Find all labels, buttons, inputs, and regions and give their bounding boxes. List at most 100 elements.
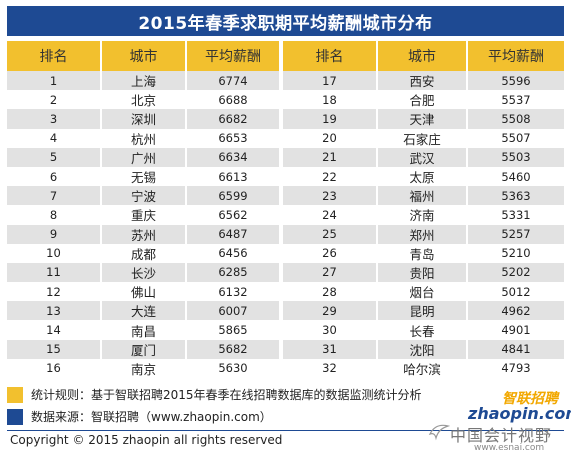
blue-legend-swatch: [7, 408, 23, 425]
watermark-url: www.esnai.com: [474, 443, 545, 453]
salary-table-container: 排名 城市 平均薪酬 排名 城市 平均薪酬 1 上海 6774 17 西安 5596 2 北京…: [7, 41, 564, 378]
rank-cell: 16: [7, 358, 102, 378]
city-cell: 苏州: [102, 224, 187, 244]
legend-rule-text: 统计规则：基于智联招聘2015年春季在线招聘数据库的数据监测统计分析: [31, 388, 422, 402]
salary-table: 排名 城市 平均薪酬 排名 城市 平均薪酬 1 上海 6774 17 西安 5596 2 北京…: [7, 41, 564, 378]
rank-cell: 26: [283, 243, 378, 263]
city-cell: 天津: [378, 109, 468, 129]
table-row: 10 成都 6456 26 青岛 5210: [7, 243, 564, 263]
table-row: 8 重庆 6562 24 济南 5331: [7, 205, 564, 225]
rank-cell: 19: [283, 109, 378, 129]
rank-cell: 14: [7, 320, 102, 340]
salary-cell: 5460: [468, 166, 564, 187]
salary-cell: 5630: [187, 358, 283, 378]
rank-cell: 28: [283, 282, 378, 302]
city-cell: 宁波: [102, 186, 187, 206]
legend-rule: 统计规则：基于智联招聘2015年春季在线招聘数据库的数据监测统计分析: [7, 386, 422, 403]
rank-cell: 22: [283, 166, 378, 187]
rank-cell: 11: [7, 262, 102, 283]
rank-cell: 6: [7, 166, 102, 187]
city-cell: 贵阳: [378, 262, 468, 283]
table-row: 11 长沙 6285 27 贵阳 5202: [7, 262, 564, 283]
table-row: 13 大连 6007 29 昆明 4962: [7, 301, 564, 321]
salary-cell: 4962: [468, 301, 564, 321]
rank-cell: 7: [7, 186, 102, 206]
table-row: 1 上海 6774 17 西安 5596: [7, 71, 564, 91]
salary-cell: 5012: [468, 282, 564, 302]
salary-cell: 5257: [468, 224, 564, 244]
salary-cell: 5210: [468, 243, 564, 263]
header-salary: 平均薪酬: [187, 41, 283, 71]
salary-cell: 5537: [468, 90, 564, 110]
salary-cell: 6599: [187, 186, 283, 206]
table-body: 1 上海 6774 17 西安 5596 2 北京 6688 18 合肥 5537 3 深圳 6682 19 天…: [7, 71, 564, 378]
header-rank: 排名: [283, 41, 378, 71]
salary-cell: 6562: [187, 205, 283, 225]
city-cell: 南京: [102, 358, 187, 378]
table-row: 12 佛山 6132 28 烟台 5012: [7, 282, 564, 302]
rank-cell: 5: [7, 147, 102, 167]
table-row: 3 深圳 6682 19 天津 5508: [7, 109, 564, 129]
zhaopin-logo: 智联招聘 zhaopin.com: [468, 388, 571, 430]
rank-cell: 24: [283, 205, 378, 225]
rank-cell: 31: [283, 339, 378, 359]
city-cell: 南昌: [102, 320, 187, 340]
salary-cell: 6487: [187, 224, 283, 244]
header-city: 城市: [378, 41, 468, 71]
city-cell: 长春: [378, 320, 468, 340]
city-cell: 重庆: [102, 205, 187, 225]
city-cell: 大连: [102, 301, 187, 321]
city-cell: 长沙: [102, 262, 187, 283]
header-salary: 平均薪酬: [468, 41, 564, 71]
rank-cell: 1: [7, 71, 102, 91]
rank-cell: 8: [7, 205, 102, 225]
city-cell: 郑州: [378, 224, 468, 244]
salary-cell: 5331: [468, 205, 564, 225]
watermark: 中国会计视野 www.esnai.com: [428, 418, 568, 458]
copyright-text: Copyright © 2015 zhaopin all rights rese…: [10, 433, 283, 447]
rank-cell: 25: [283, 224, 378, 244]
city-cell: 武汉: [378, 147, 468, 167]
table-row: 7 宁波 6599 23 福州 5363: [7, 186, 564, 206]
city-cell: 沈阳: [378, 339, 468, 359]
salary-cell: 6613: [187, 166, 283, 187]
logo-en-text: zhaopin.com: [468, 404, 571, 423]
city-cell: 成都: [102, 243, 187, 263]
city-cell: 北京: [102, 90, 187, 110]
rank-cell: 10: [7, 243, 102, 263]
city-cell: 西安: [378, 71, 468, 91]
salary-cell: 5682: [187, 339, 283, 359]
yellow-legend-swatch: [7, 386, 23, 403]
city-cell: 太原: [378, 166, 468, 187]
table-row: 6 无锡 6613 22 太原 5460: [7, 166, 564, 187]
city-cell: 上海: [102, 71, 187, 91]
city-cell: 广州: [102, 147, 187, 167]
salary-cell: 4793: [468, 358, 564, 378]
rank-cell: 15: [7, 339, 102, 359]
city-cell: 昆明: [378, 301, 468, 321]
city-cell: 厦门: [102, 339, 187, 359]
city-cell: 无锡: [102, 166, 187, 187]
rank-cell: 2: [7, 90, 102, 110]
rank-cell: 18: [283, 90, 378, 110]
legend-source: 数据来源：智联招聘（www.zhaopin.com）: [7, 408, 272, 425]
city-cell: 济南: [378, 205, 468, 225]
salary-cell: 4901: [468, 320, 564, 340]
page-title: 2015年春季求职期平均薪酬城市分布: [7, 6, 564, 36]
salary-cell: 6007: [187, 301, 283, 321]
city-cell: 青岛: [378, 243, 468, 263]
logo-dotcom: .com: [538, 404, 571, 423]
city-cell: 杭州: [102, 128, 187, 148]
salary-cell: 6456: [187, 243, 283, 263]
table-row: 16 南京 5630 32 哈尔滨 4793: [7, 358, 564, 378]
salary-cell: 6132: [187, 282, 283, 302]
salary-cell: 6653: [187, 128, 283, 148]
salary-cell: 5363: [468, 186, 564, 206]
salary-cell: 5202: [468, 262, 564, 283]
city-cell: 合肥: [378, 90, 468, 110]
logo-cn-text: 智联招聘: [502, 391, 558, 407]
header-city: 城市: [102, 41, 187, 71]
table-row: 9 苏州 6487 25 郑州 5257: [7, 224, 564, 244]
salary-cell: 6634: [187, 147, 283, 167]
rank-cell: 23: [283, 186, 378, 206]
